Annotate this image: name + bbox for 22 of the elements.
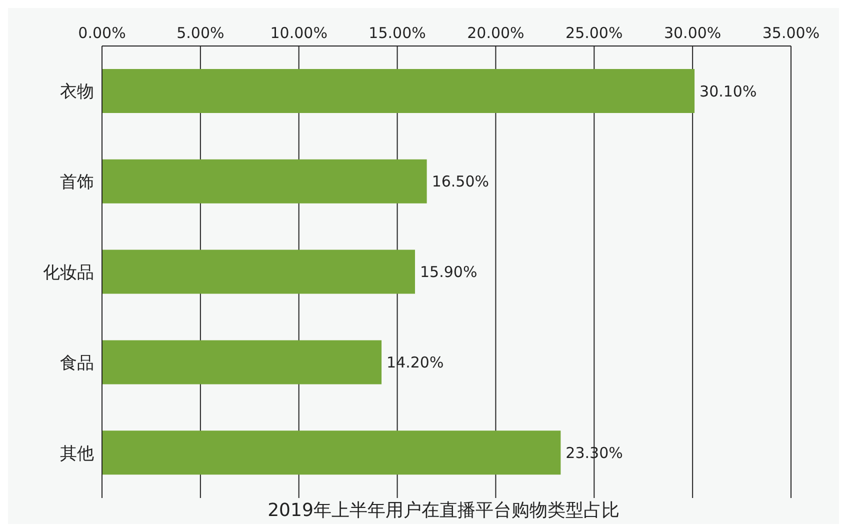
- data-label: 30.10%: [700, 82, 757, 100]
- bar: [102, 430, 561, 475]
- bar: [102, 69, 695, 113]
- x-tick-label: 15.00%: [368, 24, 426, 42]
- y-tick-label: 其他: [60, 444, 94, 464]
- y-tick-label: 食品: [60, 353, 94, 374]
- bar: [102, 250, 416, 294]
- data-label: 16.50%: [432, 172, 490, 191]
- x-tick-label: 35.00%: [762, 24, 820, 42]
- x-tick-label: 25.00%: [566, 24, 623, 42]
- x-tick-label: 0.00%: [78, 24, 126, 42]
- x-tick-label: 20.00%: [467, 24, 524, 42]
- y-tick-label: 化妆品: [43, 263, 94, 284]
- bar: [102, 340, 382, 384]
- x-tick-label: 5.00%: [176, 24, 224, 42]
- y-tick-label: 衣物: [60, 82, 94, 102]
- text: 2019年上半年用户在直播平台购物类型占比: [266, 499, 620, 523]
- x-tick-label: 10.00%: [270, 24, 328, 42]
- data-label: 15.90%: [420, 263, 478, 282]
- y-tick-label: 首饰: [60, 172, 94, 193]
- bar: [102, 159, 427, 204]
- x-tick-label: 30.00%: [664, 24, 722, 42]
